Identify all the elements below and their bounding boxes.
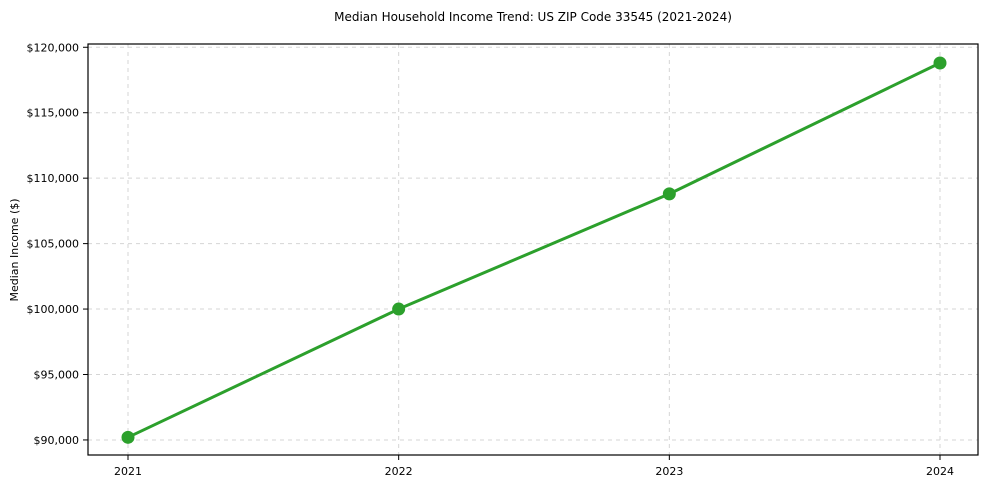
chart-title: Median Household Income Trend: US ZIP Co… xyxy=(334,10,732,24)
data-point-marker xyxy=(662,187,676,201)
plot-border xyxy=(87,43,979,456)
y-tick-label: $90,000 xyxy=(34,434,80,447)
data-point-marker xyxy=(121,430,135,444)
y-tick-label: $115,000 xyxy=(27,107,80,120)
x-tick-label: 2022 xyxy=(385,465,413,478)
series-line xyxy=(126,61,942,439)
y-tick-label: $100,000 xyxy=(27,303,80,316)
x-tick-label: 2024 xyxy=(926,465,954,478)
data-point-marker xyxy=(392,302,406,316)
y-tick-label: $95,000 xyxy=(34,369,80,382)
data-point-marker xyxy=(933,56,947,70)
y-tick-label: $110,000 xyxy=(27,172,80,185)
y-tick-label: $120,000 xyxy=(27,41,80,54)
y-axis-label: Median Income ($) xyxy=(8,198,21,301)
x-tick-label: 2021 xyxy=(114,465,142,478)
x-tick-label: 2023 xyxy=(655,465,683,478)
income-series xyxy=(121,56,947,444)
y-tick-label: $105,000 xyxy=(27,238,80,251)
axes: $90,000 $95,000 $100,000 $105,000 $110,000 $1… xyxy=(27,41,979,478)
